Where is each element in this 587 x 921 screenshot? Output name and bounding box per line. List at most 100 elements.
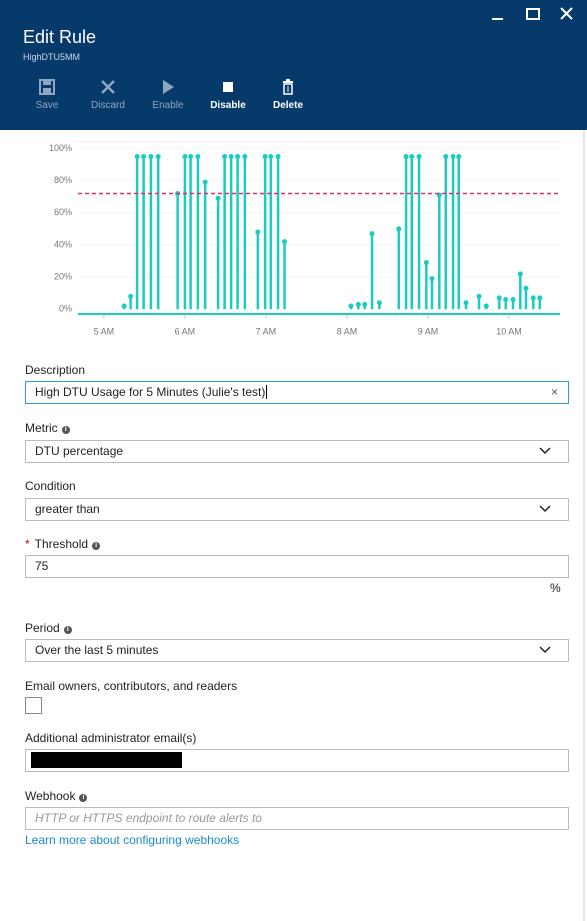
stem-dot xyxy=(523,285,529,291)
stem-dot xyxy=(496,295,502,301)
stem-dot xyxy=(255,229,261,235)
threshold-unit: % xyxy=(550,581,561,595)
stem-dot xyxy=(215,195,221,201)
stem-dot xyxy=(376,300,382,306)
y-tick-label: 100% xyxy=(49,143,72,153)
stem-dot xyxy=(128,293,134,299)
period-value: Over the last 5 minutes xyxy=(35,643,159,657)
stem-dot xyxy=(456,153,462,159)
x-tick-label: 6 AM xyxy=(175,326,196,336)
clear-icon[interactable]: × xyxy=(550,385,558,399)
stem-dot xyxy=(530,295,536,301)
stem-dot xyxy=(275,153,281,159)
description-label: Description xyxy=(25,363,86,377)
required-mark: * xyxy=(25,537,30,551)
x-tick-label: 8 AM xyxy=(337,326,358,336)
metric-label: Metric i xyxy=(25,421,70,435)
window-controls[interactable] xyxy=(490,6,580,22)
save-label: Save xyxy=(35,100,59,111)
stem-dot xyxy=(396,226,402,232)
stem-dot xyxy=(121,303,127,309)
y-tick-label: 0% xyxy=(59,304,72,314)
stem-dot xyxy=(242,153,248,159)
stem-dot xyxy=(510,297,516,303)
threshold-input[interactable]: 75 xyxy=(25,555,569,578)
admin-email-input[interactable] xyxy=(25,749,569,772)
webhook-link[interactable]: Learn more about configuring webhooks xyxy=(25,833,240,847)
save-button[interactable]: Save xyxy=(17,78,77,111)
stem-dot xyxy=(195,153,201,159)
stem-dot xyxy=(155,153,161,159)
threshold-label: * Threshold i xyxy=(25,537,101,551)
description-input[interactable]: High DTU Usage for 5 Minutes (Julie's te… xyxy=(25,381,569,404)
webhook-input[interactable]: HTTP or HTTPS endpoint to route alerts t… xyxy=(25,807,569,830)
y-tick-label: 60% xyxy=(54,207,72,217)
period-label-text: Period xyxy=(25,621,60,635)
x-tick-label: 5 AM xyxy=(94,326,115,336)
stem-dot xyxy=(222,153,228,159)
delete-label: Delete xyxy=(272,100,303,111)
stem-dot xyxy=(450,153,456,159)
metric-value: DTU percentage xyxy=(35,444,124,458)
title: Edit Rule xyxy=(23,27,97,47)
webhook-label: Webhook i xyxy=(25,789,88,803)
stem-dot xyxy=(476,293,482,299)
metric-select[interactable]: DTU percentage xyxy=(25,440,569,463)
redacted-email xyxy=(31,752,182,768)
stem-dot xyxy=(403,153,409,159)
enable-button[interactable]: Enable xyxy=(138,78,198,111)
enable-label: Enable xyxy=(152,100,184,111)
stem-dot xyxy=(503,297,509,303)
description-value: High DTU Usage for 5 Minutes (Julie's te… xyxy=(35,385,266,399)
stem-dot xyxy=(348,303,354,309)
discard-label: Discard xyxy=(91,100,125,111)
stem-dot xyxy=(423,260,429,266)
period-select[interactable]: Over the last 5 minutes xyxy=(25,639,569,662)
email-owners-checkbox[interactable] xyxy=(25,697,42,714)
chart: 0% 20% 40% 60% 80% 100% 5 AM 6 AM 7 AM 8 AM 9 AM 10… xyxy=(49,141,560,336)
stem-dot xyxy=(517,271,523,277)
x-tick-label: 9 AM xyxy=(418,326,439,336)
period-label: Period i xyxy=(25,621,72,635)
stem-dot xyxy=(148,153,154,159)
stem-dot xyxy=(141,153,147,159)
stem-dot xyxy=(537,295,543,301)
condition-select[interactable]: greater than xyxy=(25,498,569,521)
webhook-placeholder: HTTP or HTTPS endpoint to route alerts t… xyxy=(35,811,262,825)
y-tick-label: 80% xyxy=(54,175,72,185)
stem-dot xyxy=(202,179,208,185)
stem-dot xyxy=(134,153,140,159)
stem-dot xyxy=(355,301,361,307)
stem-dot xyxy=(483,303,489,309)
threshold-label-text: Threshold xyxy=(34,537,89,551)
y-tick-label: 20% xyxy=(54,271,72,281)
condition-label: Condition xyxy=(25,479,76,493)
disable-button[interactable]: Disable xyxy=(198,78,258,111)
discard-button[interactable]: Discard xyxy=(78,78,138,111)
stem-dot xyxy=(282,239,288,245)
metric-label-text: Metric xyxy=(25,421,58,435)
stem-dot xyxy=(268,153,274,159)
stem-dot xyxy=(463,300,469,306)
stem-dot xyxy=(235,153,241,159)
stem-dot xyxy=(362,301,368,307)
header: Edit Rule HighDTU5MM Save Discard Enable… xyxy=(0,0,587,130)
disable-label: Disable xyxy=(210,100,246,111)
x-tick-label: 10 AM xyxy=(496,326,522,336)
stem-dot xyxy=(188,153,194,159)
stem-dot xyxy=(228,153,234,159)
email-owners-label: Email owners, contributors, and readers xyxy=(25,679,238,693)
stem-dot xyxy=(182,153,188,159)
x-tick-label: 7 AM xyxy=(256,326,277,336)
admin-email-label: Additional administrator email(s) xyxy=(25,731,197,745)
stem-dot xyxy=(369,231,375,237)
stem-dot xyxy=(443,153,449,159)
threshold-value: 75 xyxy=(35,559,49,573)
stem-dot xyxy=(262,153,268,159)
condition-value: greater than xyxy=(35,502,100,516)
stem-dot xyxy=(429,276,435,282)
webhook-label-text: Webhook xyxy=(25,789,76,803)
y-tick-label: 40% xyxy=(54,239,72,249)
delete-button[interactable]: Delete xyxy=(258,78,318,111)
